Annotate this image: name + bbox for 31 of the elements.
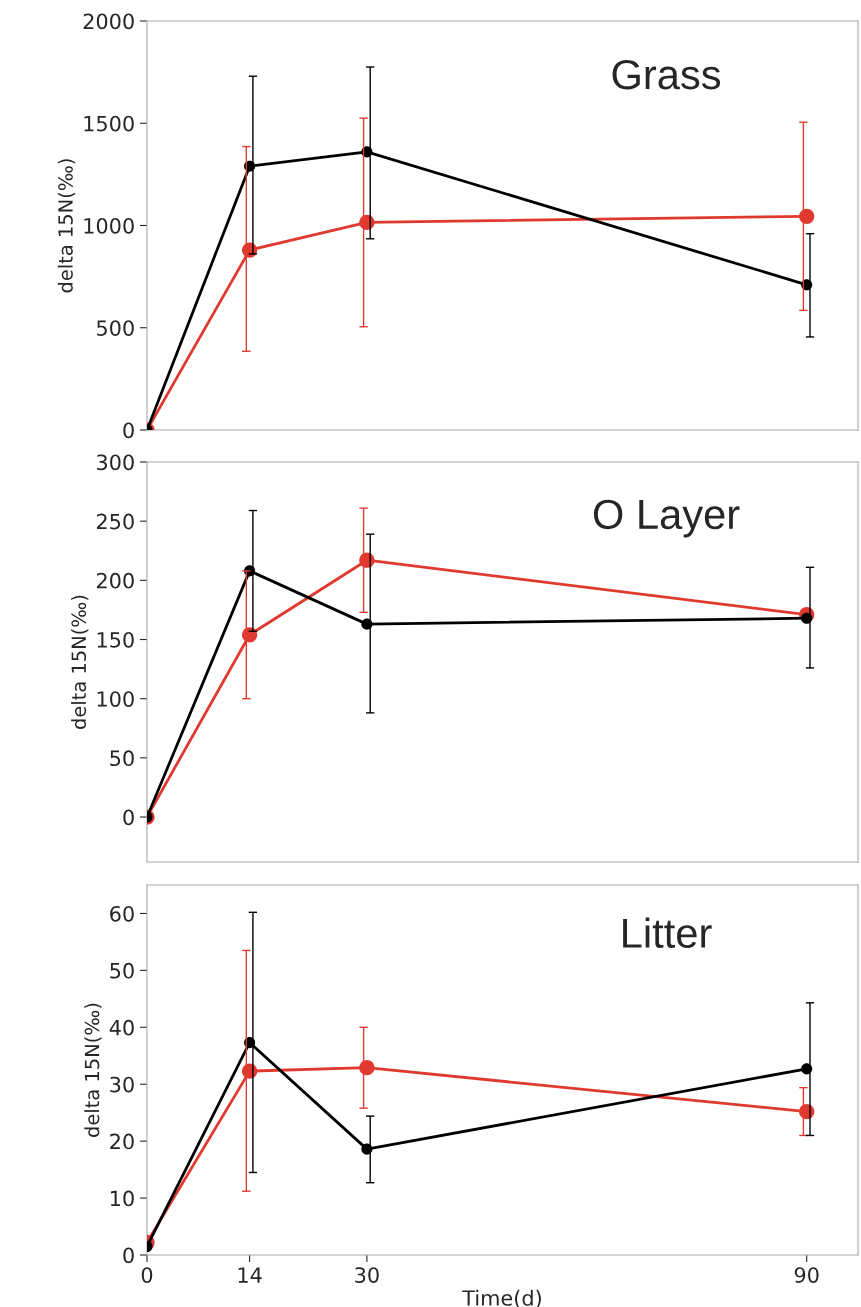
annotation: Grass	[612, 59, 721, 90]
y-axis-title: delta 15N(‰)	[84, 1003, 102, 1137]
y-tick-label: 150	[97, 631, 134, 648]
point	[799, 208, 815, 224]
y-tick-label: 30	[110, 1076, 134, 1093]
y-tick-label: 0	[123, 809, 134, 826]
y-tick-label: 0	[123, 1247, 134, 1264]
y-tick-label: 0	[123, 422, 134, 439]
y-axis-title: delta 15N(‰)	[57, 159, 76, 293]
x-tick-label: 90	[794, 1267, 819, 1283]
annotation: O Layer	[593, 499, 740, 538]
y-tick-label: 500	[97, 320, 134, 336]
annotation: Litter	[623, 917, 712, 948]
y-tick-label: 1500	[84, 115, 134, 132]
y-tick-label: 10	[110, 1190, 134, 1207]
x-tick-label: 30	[355, 1267, 379, 1283]
y-tick-label: 100	[97, 691, 134, 707]
x-tick-label: 14	[238, 1267, 262, 1283]
y-tick-label: 200	[96, 572, 134, 589]
point	[359, 1060, 375, 1076]
y-tick-label: 40	[109, 1019, 134, 1036]
y-tick-label: 1000	[84, 217, 134, 234]
y-tick-label: 300	[97, 454, 134, 471]
y-tick-label: 50	[110, 962, 134, 979]
y-axis-title: delta 15N(‰)	[71, 595, 89, 729]
x-tick-label: 0	[141, 1267, 153, 1283]
y-tick-label: 250	[96, 513, 134, 530]
y-tick-label: 60	[110, 905, 134, 922]
y-tick-label: 50	[110, 750, 134, 767]
y-tick-label: 2000	[83, 13, 134, 30]
y-tick-label: 20	[110, 1133, 134, 1150]
